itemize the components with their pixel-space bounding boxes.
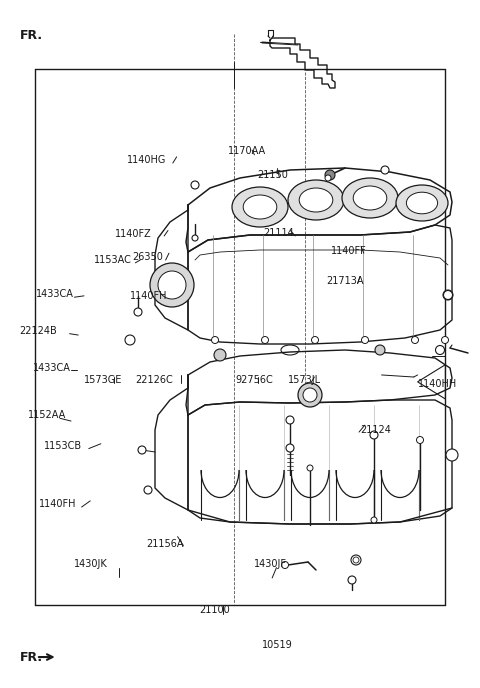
Circle shape	[375, 345, 385, 355]
Circle shape	[138, 446, 146, 454]
Ellipse shape	[299, 188, 333, 212]
Text: 1140HG: 1140HG	[127, 155, 167, 165]
Text: 26350: 26350	[132, 252, 163, 261]
Circle shape	[158, 271, 186, 299]
Text: 92756C: 92756C	[235, 375, 273, 385]
Text: 21156A: 21156A	[146, 539, 184, 548]
Text: 1170AA: 1170AA	[228, 147, 266, 156]
Ellipse shape	[288, 180, 344, 220]
Circle shape	[312, 336, 319, 343]
Circle shape	[370, 431, 378, 439]
Text: 22126C: 22126C	[135, 375, 173, 385]
Text: 21124: 21124	[360, 425, 391, 435]
Circle shape	[298, 383, 322, 407]
Text: 1573GE: 1573GE	[84, 375, 122, 385]
Circle shape	[262, 336, 268, 343]
Circle shape	[446, 449, 458, 461]
Text: 1140FH: 1140FH	[39, 499, 77, 509]
Text: FR.: FR.	[20, 651, 43, 663]
Ellipse shape	[407, 192, 438, 214]
Circle shape	[351, 555, 361, 565]
Text: 1140FF: 1140FF	[331, 246, 367, 256]
Circle shape	[286, 444, 294, 452]
Circle shape	[348, 576, 356, 584]
Circle shape	[325, 175, 331, 181]
Text: 1152AA: 1152AA	[28, 410, 66, 420]
Text: 1153CB: 1153CB	[44, 441, 82, 451]
Circle shape	[214, 349, 226, 361]
Text: 1430JK: 1430JK	[74, 559, 108, 569]
Circle shape	[281, 561, 288, 568]
Text: 22124B: 22124B	[19, 326, 57, 336]
Circle shape	[191, 181, 199, 189]
Circle shape	[125, 335, 135, 345]
Circle shape	[417, 436, 423, 444]
Text: 21150: 21150	[257, 171, 288, 180]
Circle shape	[134, 308, 142, 316]
Text: 1140HH: 1140HH	[418, 379, 457, 389]
Ellipse shape	[353, 186, 387, 210]
Ellipse shape	[243, 195, 277, 219]
Ellipse shape	[342, 178, 398, 218]
Circle shape	[411, 336, 419, 343]
Text: 1433CA: 1433CA	[36, 290, 74, 299]
Circle shape	[307, 465, 313, 471]
Text: 21100: 21100	[199, 605, 230, 615]
Text: 1430JF: 1430JF	[254, 559, 288, 569]
Circle shape	[286, 416, 294, 424]
Circle shape	[361, 336, 369, 343]
Ellipse shape	[396, 185, 448, 221]
Circle shape	[150, 263, 194, 307]
Circle shape	[353, 557, 359, 563]
Text: FR.: FR.	[20, 30, 43, 42]
Circle shape	[325, 170, 335, 180]
Text: 1573JL: 1573JL	[288, 375, 321, 385]
Circle shape	[381, 166, 389, 174]
Circle shape	[442, 336, 448, 343]
Circle shape	[435, 345, 444, 354]
Ellipse shape	[232, 187, 288, 227]
Circle shape	[303, 388, 317, 402]
Circle shape	[443, 290, 453, 300]
Text: 21713A: 21713A	[326, 276, 364, 286]
Text: 21114: 21114	[263, 228, 294, 237]
Text: 1433CA: 1433CA	[33, 363, 71, 373]
Circle shape	[192, 235, 198, 241]
Text: 1140FH: 1140FH	[130, 291, 167, 301]
Text: 10519: 10519	[262, 641, 292, 650]
Text: 1140FZ: 1140FZ	[115, 229, 152, 239]
Circle shape	[371, 517, 377, 523]
Text: 1153AC: 1153AC	[94, 255, 132, 265]
Circle shape	[444, 290, 453, 299]
Circle shape	[144, 486, 152, 494]
Circle shape	[212, 336, 218, 343]
